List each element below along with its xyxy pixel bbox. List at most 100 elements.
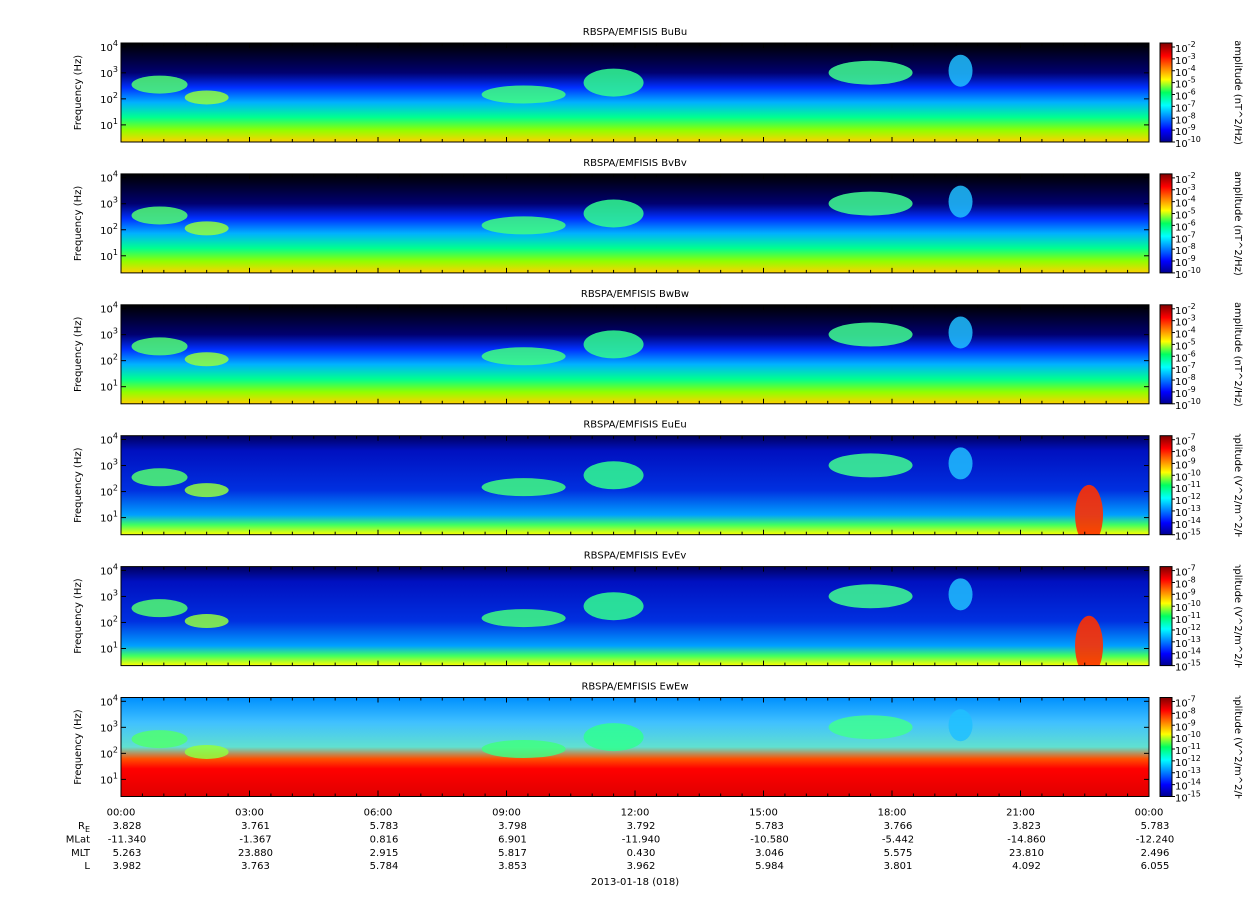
x-tick-label: 12:00 xyxy=(621,808,650,819)
exponent: -10 xyxy=(1188,599,1201,608)
exponent: 4 xyxy=(113,38,118,47)
emission xyxy=(828,322,913,347)
x-tick-label: 03:00 xyxy=(235,808,264,819)
panel-title: RBSPA/EMFISIS BwBw xyxy=(581,289,689,300)
exponent: -3 xyxy=(1188,51,1196,60)
exponent: 3 xyxy=(113,64,118,73)
ephemeris-value: 3.766 xyxy=(884,821,913,832)
exponent: -5 xyxy=(1188,206,1196,215)
emission xyxy=(948,578,973,611)
exponent: 1 xyxy=(113,247,118,256)
y-axis-label: Frequency (Hz) xyxy=(73,186,84,262)
ephemeris-value: -10.580 xyxy=(750,834,789,845)
exponent: 3 xyxy=(113,326,118,335)
exponent: -8 xyxy=(1188,111,1196,120)
exponent: -10 xyxy=(1188,468,1201,477)
exponent: -4 xyxy=(1188,194,1196,203)
colorbar-label: amplitude (V^2/m^2/Hz) xyxy=(1232,422,1243,549)
y-tick-label: 104 xyxy=(100,38,118,54)
exponent: -8 xyxy=(1188,444,1196,453)
spectrogram-image xyxy=(121,304,1149,404)
ephemeris-value: 23.880 xyxy=(238,848,273,859)
exponent: 3 xyxy=(113,719,118,728)
y-tick-label: 102 xyxy=(100,483,118,499)
y-axis-label: Frequency (Hz) xyxy=(73,578,84,654)
exponent: -9 xyxy=(1188,587,1196,596)
y-tick-label: 104 xyxy=(100,169,118,185)
ephemeris-label: L xyxy=(84,861,90,872)
spectrogram-image xyxy=(121,43,1149,142)
y-tick-label: 104 xyxy=(100,693,118,709)
exponent: -2 xyxy=(1188,40,1196,49)
y-axis-label: Frequency (Hz) xyxy=(73,447,84,523)
panel-title: RBSPA/EMFISIS BuBu xyxy=(583,27,687,38)
spectrogram-image xyxy=(121,435,1149,535)
ephemeris-value: -5.442 xyxy=(882,834,914,845)
exponent: 2 xyxy=(113,221,118,230)
y-tick-label: 103 xyxy=(100,326,118,342)
exponent: 1 xyxy=(113,378,118,387)
emission xyxy=(828,584,913,609)
emission xyxy=(828,191,913,216)
ephemeris-value: 4.092 xyxy=(1012,861,1041,872)
emission xyxy=(131,730,188,749)
y-tick-label: 101 xyxy=(100,378,118,394)
y-tick-label: 101 xyxy=(100,771,118,787)
emission xyxy=(583,330,644,359)
exponent: -15 xyxy=(1188,527,1201,536)
exponent: -11 xyxy=(1188,742,1201,751)
ephemeris-value: 6.055 xyxy=(1141,861,1170,872)
ephemeris-value: -12.240 xyxy=(1136,834,1175,845)
emission xyxy=(481,478,566,497)
colorbar-label: amplitude (nT^2/Hz) xyxy=(1232,302,1243,407)
emission xyxy=(948,447,973,480)
exponent: 4 xyxy=(113,431,118,440)
emission xyxy=(583,461,644,490)
ephemeris-value: 5.575 xyxy=(884,848,913,859)
ephemeris-value: -1.367 xyxy=(239,834,271,845)
y-tick-label: 101 xyxy=(100,116,118,132)
y-tick-label: 102 xyxy=(100,745,118,761)
spectrogram xyxy=(121,43,1149,142)
emission xyxy=(131,468,188,487)
ephemeris-value: 0.430 xyxy=(627,848,656,859)
ephemeris-value: 0.816 xyxy=(370,834,399,845)
y-tick-label: 104 xyxy=(100,300,118,316)
colorbar xyxy=(1159,173,1173,274)
emission xyxy=(828,715,913,740)
exponent: -3 xyxy=(1188,313,1196,322)
exponent: -8 xyxy=(1188,373,1196,382)
x-tick-label: 09:00 xyxy=(492,808,521,819)
exponent: -14 xyxy=(1188,777,1201,786)
colorbar xyxy=(1159,566,1173,667)
ephemeris-value: 6.901 xyxy=(498,834,527,845)
ephemeris-value: 5.784 xyxy=(370,861,399,872)
ephemeris-value: 3.792 xyxy=(627,821,656,832)
y-tick-label: 103 xyxy=(100,457,118,473)
emission xyxy=(828,453,913,478)
emission xyxy=(1075,484,1104,535)
emission xyxy=(583,199,644,228)
exponent: 2 xyxy=(113,352,118,361)
y-axis-label: Frequency (Hz) xyxy=(73,317,84,393)
emission xyxy=(184,614,229,629)
exponent: 2 xyxy=(113,614,118,623)
emission xyxy=(948,54,973,87)
exponent: 2 xyxy=(113,483,118,492)
x-tick-label: 00:00 xyxy=(1135,808,1164,819)
exponent: 2 xyxy=(113,745,118,754)
subscript: E xyxy=(85,825,90,834)
ephemeris-value: 2.915 xyxy=(370,848,399,859)
colorbar-label-group: amplitude (nT^2/Hz) xyxy=(1232,172,1243,275)
emission xyxy=(481,739,566,758)
exponent: -12 xyxy=(1188,622,1201,631)
colorbar-label-group: amplitude (V^2/m^2/Hz) xyxy=(1232,565,1243,668)
spectrogram xyxy=(121,435,1149,535)
ephemeris-value: 3.761 xyxy=(241,821,270,832)
exponent: -15 xyxy=(1188,789,1201,798)
colorbar-label-group: amplitude (nT^2/Hz) xyxy=(1232,302,1243,407)
panel-title: RBSPA/EMFISIS EuEu xyxy=(583,420,686,431)
y-axis-label: Frequency (Hz) xyxy=(73,709,84,785)
emission xyxy=(481,85,566,104)
ephemeris-value: 3.853 xyxy=(498,861,527,872)
